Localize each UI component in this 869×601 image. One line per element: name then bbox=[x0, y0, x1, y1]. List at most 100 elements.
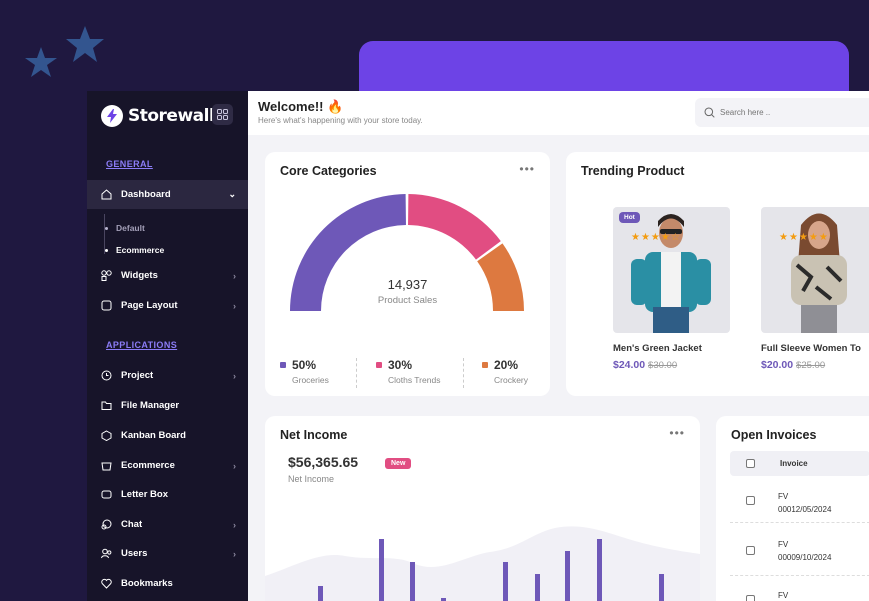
row-checkbox[interactable] bbox=[746, 496, 755, 505]
gauge-center-value: 14,937 bbox=[387, 277, 428, 292]
kanban-icon bbox=[100, 430, 112, 442]
sidebar: Storewall ® GENERAL Dashboard ⌄ Default … bbox=[87, 91, 248, 601]
chevron-right-icon: › bbox=[233, 370, 236, 381]
grid-icon bbox=[217, 109, 228, 120]
net-income-bar bbox=[503, 562, 508, 601]
legend-groceries: 50% Groceries bbox=[280, 358, 329, 385]
chart-background-area bbox=[265, 526, 700, 601]
clock-icon bbox=[100, 370, 112, 382]
net-income-bar bbox=[659, 574, 664, 601]
decorative-stars bbox=[25, 26, 104, 77]
rating-stars: ★★★★★ bbox=[779, 232, 829, 243]
table-row[interactable]: FV 00009/10/2024 bbox=[730, 523, 869, 576]
top-header: Welcome!! 🔥 Here's what's happening with… bbox=[248, 91, 869, 135]
brand-name: Storewall bbox=[128, 106, 215, 126]
net-income-bar bbox=[597, 539, 602, 601]
nav-page-layout[interactable]: Page Layout › bbox=[87, 291, 248, 320]
layout-icon bbox=[100, 300, 112, 312]
gauge-slice-crockery bbox=[477, 243, 524, 311]
net-income-value: $56,365.65 bbox=[288, 454, 359, 470]
net-income-label: Net Income bbox=[288, 474, 335, 484]
app-window: Storewall ® GENERAL Dashboard ⌄ Default … bbox=[87, 91, 869, 601]
more-options-icon[interactable]: ••• bbox=[519, 162, 535, 176]
card-title: Open Invoices bbox=[731, 428, 817, 442]
net-income-bar bbox=[379, 539, 384, 601]
hot-badge: Hot bbox=[619, 212, 640, 223]
chat-icon bbox=[100, 519, 112, 531]
home-icon bbox=[100, 189, 112, 201]
chevron-down-icon: ⌄ bbox=[228, 189, 236, 199]
select-all-checkbox[interactable] bbox=[746, 459, 755, 468]
row-checkbox[interactable] bbox=[746, 595, 755, 601]
search-input[interactable] bbox=[720, 108, 869, 117]
more-options-icon[interactable]: ••• bbox=[669, 426, 685, 440]
gauge-slice-groceries bbox=[290, 194, 406, 311]
invoice-id: FV bbox=[778, 591, 789, 600]
apps-grid-button[interactable] bbox=[212, 104, 233, 125]
submenu-default[interactable]: Default bbox=[105, 223, 145, 233]
chevron-right-icon: › bbox=[233, 300, 236, 311]
core-categories-card: Core Categories ••• 14,937 Product Sales… bbox=[265, 152, 550, 396]
invoice-table-header: Invoice bbox=[730, 451, 869, 476]
table-row[interactable]: FV 00012/05/2024 bbox=[730, 478, 869, 523]
man-jacket-photo bbox=[631, 214, 711, 333]
product-image[interactable]: Hot bbox=[613, 207, 730, 333]
legend-crockery: 20% Crockery bbox=[482, 358, 528, 385]
welcome-subtitle: Here's what's happening with your store … bbox=[258, 116, 423, 125]
nav-bookmarks[interactable]: Bookmarks bbox=[87, 569, 248, 598]
nav-file-manager[interactable]: File Manager bbox=[87, 391, 248, 420]
nav-dashboard[interactable]: Dashboard ⌄ bbox=[87, 180, 248, 209]
section-applications: APPLICATIONS bbox=[106, 340, 178, 350]
product-card[interactable]: Hot Men's Green Jacket ★★★★☆ $24.00 $30.… bbox=[613, 207, 730, 371]
search-box[interactable] bbox=[695, 98, 869, 127]
card-title: Net Income bbox=[280, 428, 348, 442]
net-income-bar bbox=[535, 574, 540, 601]
table-row[interactable]: FV bbox=[730, 576, 869, 601]
section-general: GENERAL bbox=[106, 159, 153, 169]
heart-icon bbox=[100, 578, 112, 590]
submenu-line bbox=[104, 214, 105, 254]
net-income-card: Net Income ••• $56,365.65 New Net Income bbox=[265, 416, 700, 601]
product-name[interactable]: Men's Green Jacket bbox=[613, 343, 702, 354]
inbox-icon bbox=[100, 489, 112, 501]
chevron-right-icon: › bbox=[233, 548, 236, 559]
chevron-right-icon: › bbox=[233, 460, 236, 471]
nav-widgets[interactable]: Widgets › bbox=[87, 261, 248, 290]
bolt-icon bbox=[101, 105, 123, 127]
nav-ecommerce[interactable]: Ecommerce › bbox=[87, 451, 248, 480]
welcome-title: Welcome!! 🔥 bbox=[258, 99, 344, 114]
folder-icon bbox=[100, 400, 112, 412]
nav-label: Dashboard bbox=[121, 189, 171, 200]
widgets-icon bbox=[100, 270, 112, 282]
invoice-id: FV 00009/10/2024 bbox=[778, 540, 832, 562]
submenu-ecommerce[interactable]: Ecommerce bbox=[105, 245, 164, 255]
net-income-bar bbox=[565, 551, 570, 601]
legend-divider bbox=[356, 358, 357, 388]
card-title: Core Categories bbox=[280, 164, 377, 178]
row-checkbox[interactable] bbox=[746, 546, 755, 555]
nav-chat[interactable]: Chat › bbox=[87, 510, 248, 539]
legend-swatch bbox=[280, 362, 286, 368]
chevron-right-icon: › bbox=[233, 270, 236, 281]
new-badge: New bbox=[385, 458, 412, 469]
product-image[interactable] bbox=[761, 207, 869, 333]
gauge-slice-cloths-trends bbox=[408, 194, 501, 260]
product-name[interactable]: Full Sleeve Women To bbox=[761, 343, 861, 354]
legend-swatch bbox=[482, 362, 488, 368]
product-price: $20.00 $25.00 bbox=[761, 359, 826, 371]
net-income-bar-chart bbox=[265, 526, 700, 601]
nav-kanban-board[interactable]: Kanban Board bbox=[87, 421, 248, 450]
product-card[interactable]: Full Sleeve Women To ★★★★★ $20.00 $25.00 bbox=[761, 207, 869, 371]
legend-swatch bbox=[376, 362, 382, 368]
net-income-bar bbox=[318, 586, 323, 601]
legend-divider bbox=[463, 358, 464, 388]
woman-top-photo bbox=[791, 213, 847, 333]
product-sales-gauge bbox=[290, 194, 524, 311]
nav-project[interactable]: Project › bbox=[87, 361, 248, 390]
nav-users[interactable]: Users › bbox=[87, 539, 248, 568]
nav-letter-box[interactable]: Letter Box bbox=[87, 480, 248, 509]
net-income-bar bbox=[441, 598, 446, 601]
card-title: Trending Product bbox=[581, 164, 685, 178]
trending-product-card: Trending Product Hot Men's Green Jacket … bbox=[566, 152, 869, 396]
brand-logo[interactable]: Storewall ® bbox=[101, 105, 221, 127]
